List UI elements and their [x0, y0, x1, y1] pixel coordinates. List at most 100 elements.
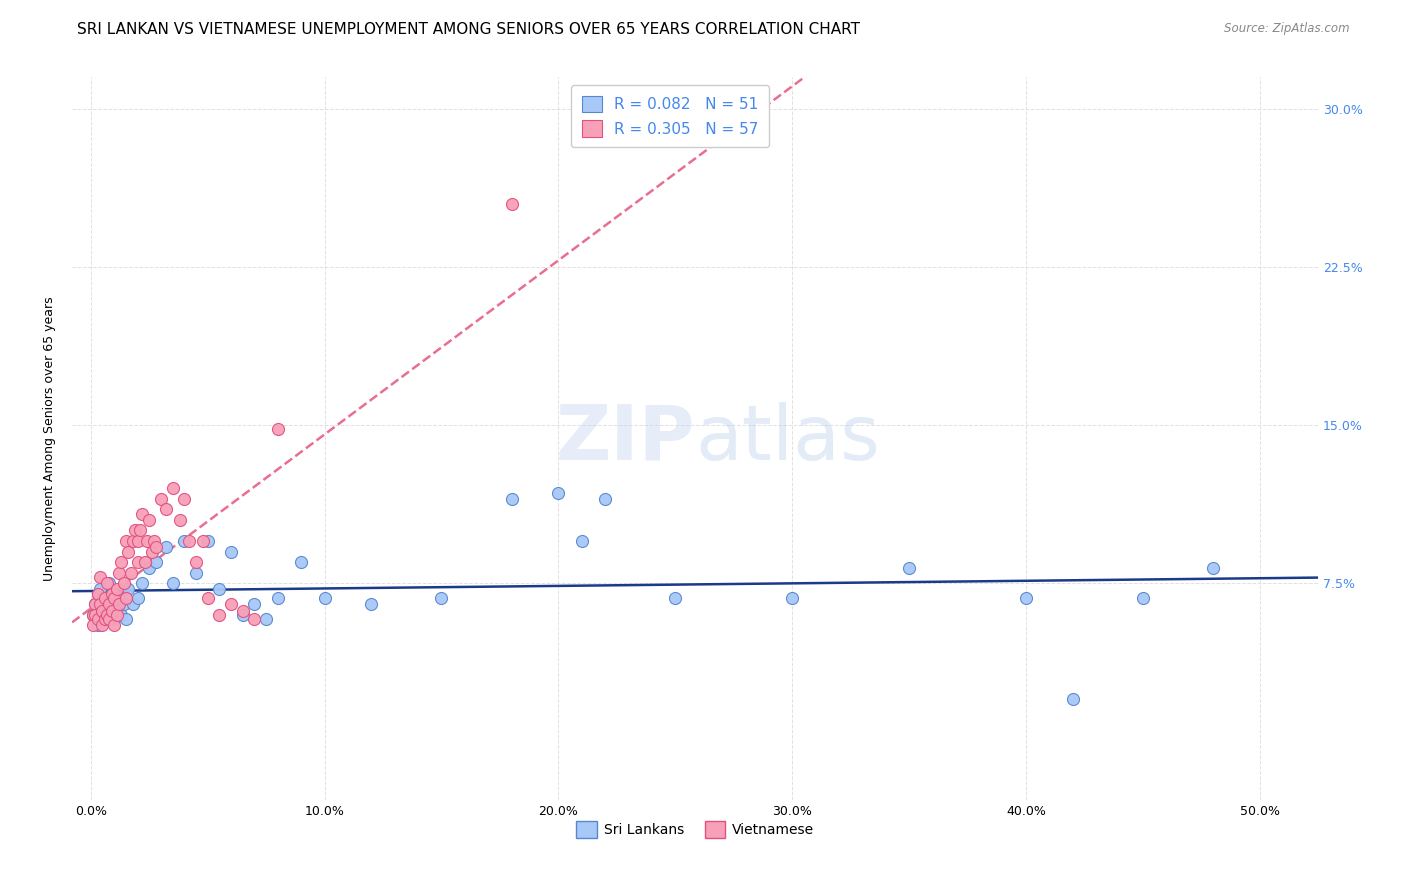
Point	[184, 555, 207, 569]
Point	[91, 618, 114, 632]
Point	[103, 591, 125, 605]
Point	[1202, 561, 1225, 575]
Point	[1132, 591, 1154, 605]
Point	[84, 597, 107, 611]
Point	[82, 607, 104, 622]
Point	[110, 607, 132, 622]
Point	[108, 566, 131, 580]
Point	[131, 507, 153, 521]
Point	[138, 561, 160, 575]
Point	[134, 555, 156, 569]
Point	[135, 534, 157, 549]
Point	[89, 570, 111, 584]
Point	[101, 603, 124, 617]
Point	[108, 591, 131, 605]
Point	[162, 576, 184, 591]
Point	[105, 582, 128, 597]
Point	[360, 597, 382, 611]
Point	[232, 603, 254, 617]
Point	[184, 566, 207, 580]
Point	[108, 597, 131, 611]
Point	[173, 491, 195, 506]
Point	[243, 612, 266, 626]
Point	[162, 481, 184, 495]
Point	[145, 541, 167, 555]
Point	[664, 591, 686, 605]
Point	[101, 587, 124, 601]
Point	[84, 607, 107, 622]
Point	[94, 603, 117, 617]
Point	[131, 576, 153, 591]
Point	[314, 591, 336, 605]
Point	[547, 485, 569, 500]
Point	[501, 197, 523, 211]
Text: Source: ZipAtlas.com: Source: ZipAtlas.com	[1225, 22, 1350, 36]
Point	[430, 591, 453, 605]
Point	[120, 566, 142, 580]
Legend: Sri Lankans, Vietnamese: Sri Lankans, Vietnamese	[571, 816, 820, 844]
Text: SRI LANKAN VS VIETNAMESE UNEMPLOYMENT AMONG SENIORS OVER 65 YEARS CORRELATION CH: SRI LANKAN VS VIETNAMESE UNEMPLOYMENT AM…	[77, 22, 860, 37]
Point	[145, 555, 167, 569]
Point	[169, 513, 191, 527]
Point	[1015, 591, 1038, 605]
Point	[91, 612, 114, 626]
Point	[127, 555, 149, 569]
Point	[115, 591, 138, 605]
Point	[91, 603, 114, 617]
Point	[1062, 692, 1084, 706]
Point	[91, 591, 114, 605]
Point	[98, 612, 121, 626]
Point	[219, 597, 242, 611]
Point	[232, 607, 254, 622]
Point	[243, 597, 266, 611]
Point	[87, 587, 110, 601]
Point	[115, 612, 138, 626]
Point	[84, 597, 107, 611]
Point	[98, 597, 121, 611]
Point	[173, 534, 195, 549]
Point	[122, 534, 145, 549]
Point	[138, 513, 160, 527]
Point	[191, 534, 214, 549]
Point	[98, 607, 121, 622]
Point	[87, 618, 110, 632]
Point	[89, 607, 111, 622]
Y-axis label: Unemployment Among Seniors over 65 years: Unemployment Among Seniors over 65 years	[44, 296, 56, 581]
Point	[155, 541, 177, 555]
Point	[96, 607, 118, 622]
Point	[177, 534, 200, 549]
Point	[103, 612, 125, 626]
Text: ZIP: ZIP	[555, 401, 695, 475]
Point	[101, 587, 124, 601]
Point	[208, 582, 231, 597]
Point	[94, 612, 117, 626]
Point	[898, 561, 921, 575]
Point	[219, 544, 242, 558]
Point	[267, 591, 290, 605]
Point	[571, 534, 593, 549]
Point	[127, 534, 149, 549]
Point	[105, 603, 128, 617]
Point	[110, 555, 132, 569]
Point	[89, 582, 111, 597]
Point	[98, 576, 121, 591]
Point	[142, 534, 165, 549]
Point	[82, 618, 104, 632]
Point	[149, 491, 172, 506]
Point	[501, 491, 523, 506]
Point	[82, 607, 104, 622]
Point	[127, 591, 149, 605]
Point	[112, 576, 135, 591]
Point	[96, 576, 118, 591]
Point	[105, 607, 128, 622]
Point	[124, 524, 146, 538]
Point	[89, 597, 111, 611]
Point	[128, 524, 150, 538]
Point	[197, 591, 219, 605]
Point	[122, 597, 145, 611]
Point	[117, 544, 139, 558]
Point	[141, 544, 163, 558]
Point	[87, 612, 110, 626]
Point	[254, 612, 277, 626]
Point	[208, 607, 231, 622]
